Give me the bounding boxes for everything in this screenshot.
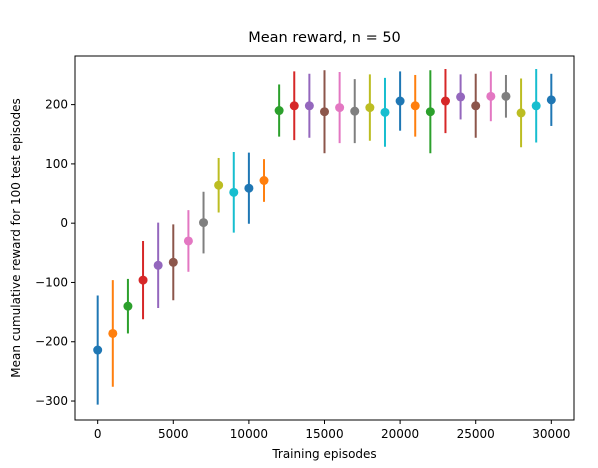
- data-point: [229, 187, 239, 197]
- data-point: [304, 101, 314, 111]
- data-point: [168, 257, 178, 267]
- y-tick-label: −200: [35, 335, 68, 349]
- data-point: [214, 180, 224, 190]
- data-point: [138, 275, 148, 285]
- data-point: [244, 183, 254, 193]
- x-tick-label: 10000: [230, 427, 268, 441]
- data-point: [486, 91, 496, 101]
- x-tick-label: 25000: [457, 427, 495, 441]
- data-point: [531, 101, 541, 111]
- x-tick-label: 15000: [305, 427, 343, 441]
- data-point: [456, 92, 466, 102]
- y-tick-label: 100: [45, 157, 68, 171]
- y-tick-label: 200: [45, 98, 68, 112]
- data-point: [440, 96, 450, 106]
- data-point: [410, 101, 420, 111]
- data-point: [123, 301, 133, 311]
- x-tick-label: 5000: [158, 427, 189, 441]
- data-point: [108, 328, 118, 338]
- chart-title: Mean reward, n = 50: [248, 30, 401, 46]
- plot-frame: [74, 55, 575, 421]
- data-point: [380, 107, 390, 117]
- data-point: [289, 101, 299, 111]
- data-point: [93, 345, 103, 355]
- data-point: [274, 106, 284, 116]
- data-point: [365, 103, 375, 113]
- data-point: [320, 107, 329, 117]
- data-point: [425, 107, 435, 117]
- data-point: [501, 91, 511, 101]
- y-tick-label: −300: [35, 394, 68, 408]
- x-tick-label: 0: [94, 427, 102, 441]
- axis-ticks: 0 5000 10000 15000 20000 25000 30000 −300 −200 −1…: [35, 98, 570, 441]
- data-point: [183, 236, 193, 246]
- y-tick-label: −100: [35, 275, 68, 289]
- data-point: [516, 108, 526, 118]
- y-tick-label: 0: [60, 216, 68, 230]
- x-tick-label: 30000: [532, 427, 570, 441]
- data-point: [546, 95, 556, 105]
- data-point: [153, 260, 163, 270]
- data-point: [199, 218, 209, 228]
- data-point: [471, 101, 481, 111]
- data-point: [395, 96, 405, 106]
- chart-marks: [93, 69, 556, 405]
- data-point: [350, 106, 360, 116]
- data-point: [335, 103, 345, 113]
- y-axis-label: Mean cumulative reward for 100 test epis…: [9, 98, 23, 377]
- data-point: [259, 175, 269, 185]
- x-axis-label: Training episodes: [271, 447, 376, 461]
- x-tick-label: 20000: [381, 427, 419, 441]
